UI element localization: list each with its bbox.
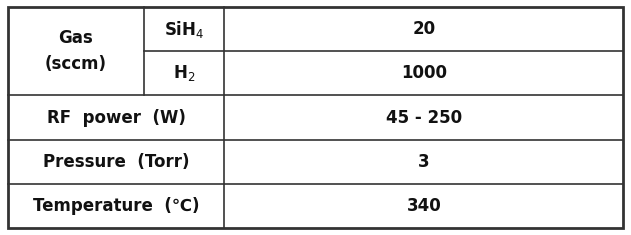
Text: 45 - 250: 45 - 250 bbox=[386, 109, 462, 126]
Text: H$_2$: H$_2$ bbox=[173, 63, 196, 83]
Text: 340: 340 bbox=[406, 197, 441, 215]
Text: 20: 20 bbox=[412, 20, 435, 38]
Text: Temperature  (℃): Temperature (℃) bbox=[33, 197, 199, 215]
Text: 3: 3 bbox=[418, 153, 430, 171]
Text: RF  power  (W): RF power (W) bbox=[47, 109, 186, 126]
Text: Gas
(sccm): Gas (sccm) bbox=[45, 29, 107, 73]
Text: Pressure  (Torr): Pressure (Torr) bbox=[43, 153, 189, 171]
Text: SiH$_4$: SiH$_4$ bbox=[164, 19, 204, 40]
Text: 1000: 1000 bbox=[401, 64, 447, 82]
